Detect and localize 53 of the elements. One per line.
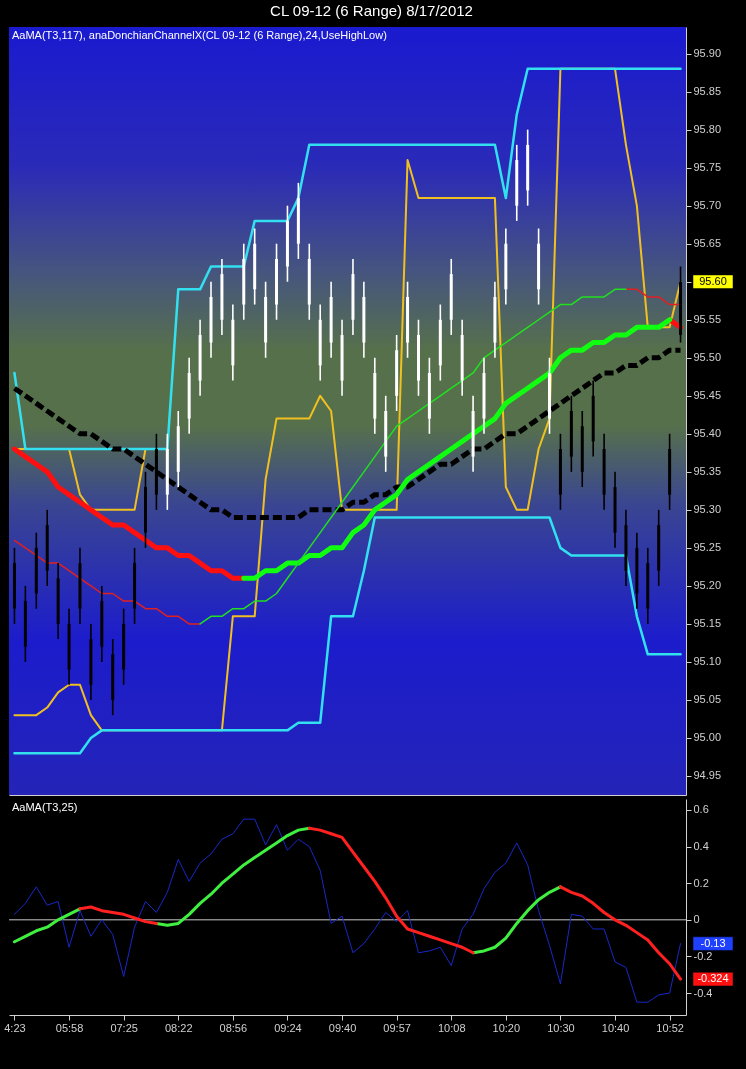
y-tick-label: 95.90: [693, 47, 722, 60]
chart-title: CL 09-12 (6 Range) 8/17/2012: [270, 2, 473, 19]
y-tick-label: 0.6: [693, 803, 709, 816]
candlestick: [275, 242, 279, 321]
x-tick-label: 4:23: [4, 1021, 26, 1034]
y-tick-label: 95.55: [693, 313, 722, 326]
y-tick-label: 0.4: [693, 840, 709, 853]
line-series: [13, 67, 682, 451]
y-tick-label: 95.05: [693, 693, 722, 706]
candlestick: [143, 471, 147, 549]
chart-subtitle: AaMA(T3,117), anaDonchianChannelX(CL 09-12 (6 Range),24,UseHighLow): [12, 29, 387, 41]
x-tick-label: 07:25: [110, 1021, 138, 1034]
chart-title: AaMA(T3,25): [12, 801, 78, 813]
y-tick-label: 95.30: [693, 503, 722, 516]
y-tick-label: 95.45: [693, 389, 722, 402]
x-tick-label: 09:24: [274, 1021, 302, 1034]
text: -0.13: [700, 936, 726, 949]
x-tick-label: 09:40: [328, 1021, 357, 1034]
y-tick-label: -0.4: [693, 986, 713, 999]
text: -0.324: [697, 972, 729, 985]
y-tick-label: 95.25: [693, 541, 722, 554]
y-tick-label: 95.75: [693, 161, 722, 174]
y-tick-label: 0.2: [693, 876, 709, 889]
y-tick-label: 95.40: [693, 427, 722, 440]
x-tick-label: 10:20: [492, 1021, 521, 1034]
candlestick: [416, 318, 420, 397]
y-tick-label: 0: [693, 913, 700, 926]
x-tick-label: 08:22: [164, 1021, 193, 1034]
y-tick-label: 95.85: [693, 85, 722, 98]
y-tick-label: 95.00: [693, 731, 722, 744]
y-tick-label: 95.10: [693, 655, 722, 668]
x-tick-label: 10:40: [601, 1021, 630, 1034]
y-tick-label: 95.70: [693, 199, 722, 212]
y-tick-label: -0.2: [693, 949, 713, 962]
y-tick-label: 95.80: [693, 123, 722, 136]
line-series: [199, 288, 627, 625]
x-tick-label: 10:08: [437, 1021, 466, 1034]
y-tick-label: 95.20: [693, 579, 722, 592]
x-tick-label: 09:57: [383, 1021, 411, 1034]
line-series: [13, 818, 682, 1003]
line-series: [13, 516, 682, 755]
y-tick-label: 94.95: [693, 769, 722, 782]
line-series: [13, 67, 682, 732]
x-tick-label: 08:56: [219, 1021, 248, 1034]
y-tick-label: 95.15: [693, 617, 722, 630]
x-tick-label: 10:52: [656, 1021, 684, 1034]
candlestick: [548, 356, 552, 435]
y-tick-label: 95.50: [693, 351, 722, 364]
x-tick-label: 05:58: [55, 1021, 84, 1034]
text: 95.60: [699, 274, 727, 287]
x-tick-label: 10:30: [547, 1021, 575, 1034]
y-tick-label: 95.65: [693, 237, 722, 250]
y-tick-label: 95.35: [693, 465, 722, 478]
